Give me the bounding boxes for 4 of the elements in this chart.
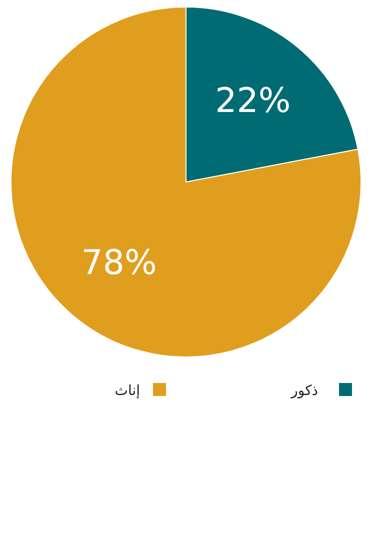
data-label: 78% xyxy=(81,242,157,283)
legend-label: إناث xyxy=(114,383,140,399)
data-label: 22% xyxy=(215,81,291,122)
legend-label: ذكور xyxy=(290,383,318,399)
